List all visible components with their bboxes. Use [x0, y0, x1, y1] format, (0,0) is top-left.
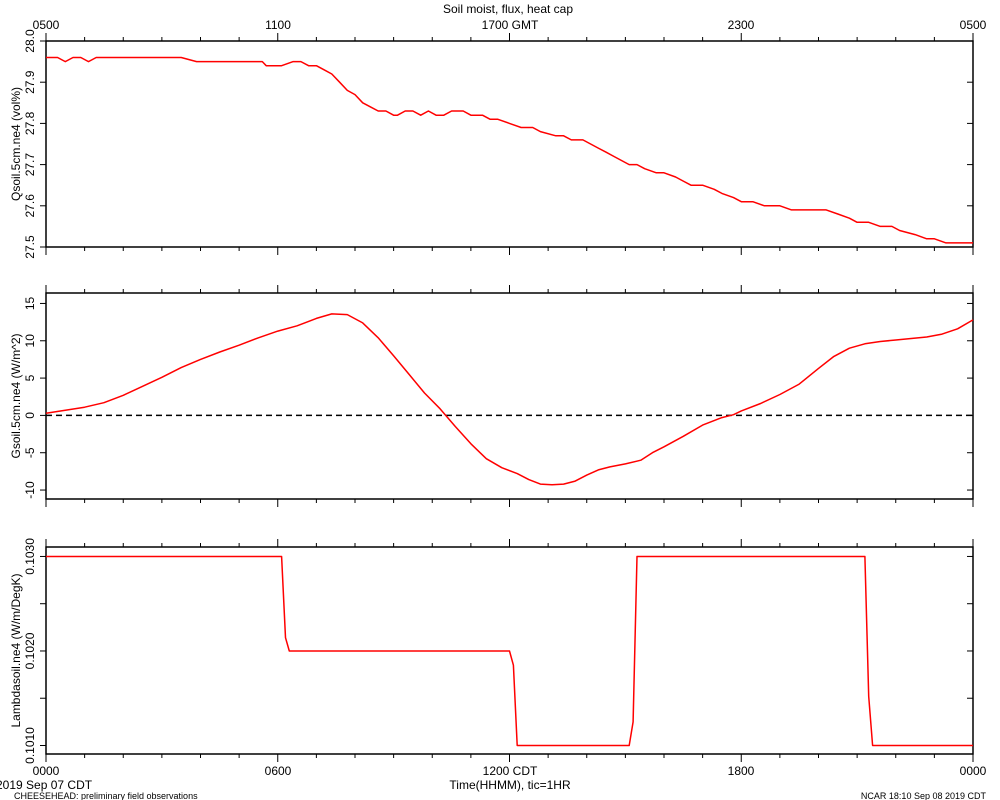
y-tick-label: 5 — [23, 374, 37, 381]
chart-title: Soil moist, flux, heat cap — [443, 2, 573, 16]
bottom-tick-label: 1800 — [728, 764, 755, 778]
series-line — [46, 56, 973, 244]
top-tick-label: 0500 — [960, 18, 987, 32]
y-axis-label: Qsoil.5cm.ne4 (vol%) — [9, 87, 23, 201]
y-tick-label: -5 — [23, 447, 37, 458]
y-axis-label: Gsoil.5cm.ne4 (W/m^2) — [9, 334, 23, 459]
panel-frame — [45, 292, 974, 500]
panel-frame — [45, 40, 974, 248]
y-tick-label: 0.1010 — [23, 727, 37, 764]
y-tick-label: 15 — [23, 296, 37, 310]
y-tick-label: 27.9 — [23, 70, 37, 94]
footer-credit: NCAR 18:10 Sep 08 2019 CDT — [861, 791, 987, 800]
y-tick-label: 0 — [23, 412, 37, 419]
top-tick-label: 1100 — [265, 18, 291, 32]
panel-soil-moisture: 27.5 27.6 27.7 27.8 27.9 28.0 Qsoil.5cm.ne4 (v… — [9, 29, 974, 259]
series-line — [46, 555, 973, 747]
y-tick-label: 27.7 — [23, 153, 37, 177]
bottom-tick-label: 0600 — [265, 764, 292, 778]
bottom-axis-labels: 0000 0600 1200 CDT 1800 0000 — [33, 764, 987, 778]
bottom-tick-label: 1200 CDT — [483, 764, 538, 778]
y-tick-label: 28.0 — [23, 29, 37, 53]
bottom-tick-label: 0000 — [33, 764, 60, 778]
top-tick-label: 0500 — [33, 18, 60, 32]
y-tick-label: 27.8 — [23, 111, 37, 135]
top-axis-labels: 0500 1100 1700 GMT 2300 0500 — [33, 18, 987, 32]
bottom-tick-label: 0000 — [960, 764, 987, 778]
y-axis-label: Lambdasoil.ne4 (W/m/DegK) — [9, 573, 23, 727]
panel-soil-heat-flux: -10 -5 0 5 10 15 Gsoil.5cm.ne4 (W/m^2) — [9, 285, 974, 507]
y-tick-label: 27.5 — [23, 235, 37, 259]
top-tick-label: 2300 — [728, 18, 755, 32]
y-tick-label: -10 — [23, 481, 37, 499]
y-tick-label: 0.1020 — [23, 632, 37, 669]
footer-date: 2019 Sep 07 CDT — [0, 778, 93, 792]
x-axis-label: Time(HHMM), tic=1HR — [449, 778, 571, 792]
footer-project: CHEESEHEAD: preliminary field observatio… — [14, 791, 198, 800]
y-tick-label: 27.6 — [23, 194, 37, 218]
series-line — [45, 313, 974, 486]
y-tick-label: 10 — [23, 334, 37, 348]
top-tick-label: 1700 GMT — [482, 18, 539, 32]
y-tick-label: 0.1030 — [23, 538, 37, 575]
